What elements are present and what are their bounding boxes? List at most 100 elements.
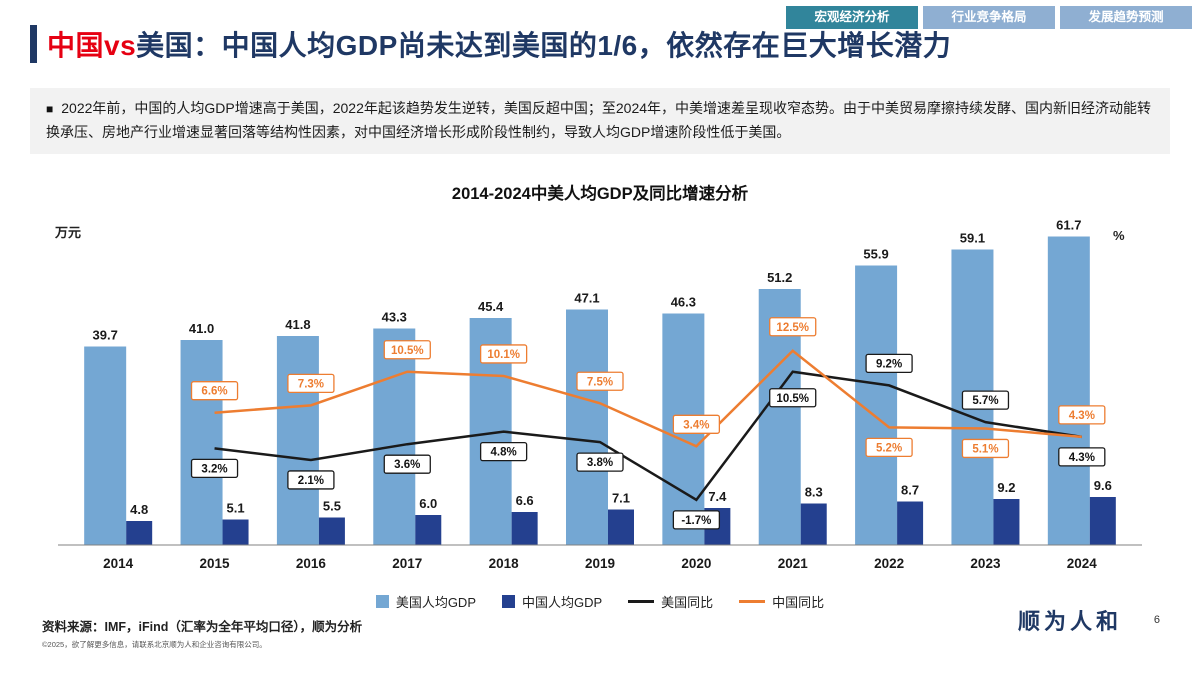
us-yoy-line — [214, 370, 1083, 502]
year-tick-label: 2022 — [874, 556, 904, 571]
us-yoy-label: -1.7% — [681, 515, 711, 527]
tab-macro-economy[interactable]: 宏观经济分析 — [786, 6, 918, 29]
page-title: 中国vs美国：中国人均GDP尚未达到美国的1/6，依然存在巨大增长潜力 — [47, 24, 951, 64]
china-yoy-label-box — [672, 414, 721, 434]
cn-bar-value-label: 8.3 — [805, 485, 823, 500]
china-yoy-label: 3.4% — [683, 419, 709, 431]
year-tick-label: 2019 — [585, 556, 615, 571]
copyright-note: ©2025，欲了解更多信息，请联系北京顺为人和企业咨询有限公司。 — [42, 640, 267, 649]
us-bar-value-label: 59.1 — [960, 231, 985, 246]
legend-line-0: 美国同比 — [628, 592, 713, 611]
china-yoy-label-box — [287, 373, 335, 394]
us-gdp-bar — [373, 328, 416, 545]
us-bar-value-label: 51.2 — [767, 270, 792, 285]
china-yoy-label: 12.5% — [776, 322, 809, 334]
legend-line-0-label: 美国同比 — [661, 595, 714, 610]
cn-bar-value-label: 6.0 — [419, 496, 437, 511]
us-yoy-label: 3.6% — [394, 459, 420, 471]
china-yoy-label: 6.6% — [201, 386, 227, 398]
source-note: 资料来源：IMF，iFind（汇率为全年平均口径），顺为分析 — [42, 620, 363, 634]
us-yoy-label: 2.1% — [298, 475, 324, 487]
us-yoy-label: 10.5% — [776, 393, 809, 405]
cn-gdp-bar — [1089, 497, 1116, 545]
china-yoy-label: 7.3% — [298, 378, 324, 390]
us-bar-value-label: 61.7 — [1056, 218, 1081, 233]
us-bar-value-label: 45.4 — [478, 299, 504, 314]
us-bar-value-label: 43.3 — [382, 310, 407, 325]
chart-title: 2014-2024中美人均GDP及同比增速分析 — [451, 185, 749, 203]
us-gdp-bar — [566, 309, 608, 545]
title-row: 中国vs美国：中国人均GDP尚未达到美国的1/6，依然存在巨大增长潜力 — [30, 24, 951, 64]
tab-industry-competition[interactable]: 行业竞争格局 — [923, 6, 1055, 29]
year-tick-label: 2023 — [970, 556, 1001, 571]
nav-tabs: 宏观经济分析 行业竞争格局 发展趋势预测 — [786, 6, 1192, 29]
china-yoy-label-box — [190, 381, 239, 401]
us-yoy-label-box — [190, 458, 239, 479]
us-gdp-bar — [276, 336, 319, 545]
year-tick-label: 2024 — [1067, 556, 1098, 571]
us-bar-value-label: 47.1 — [574, 291, 599, 306]
cn-bar-value-label: 7.4 — [708, 489, 727, 504]
legend-bar-1: 中国人均GDP — [501, 592, 602, 611]
china-yoy-line — [214, 349, 1082, 448]
china-yoy-label-box — [961, 438, 1010, 459]
year-tick-label: 2017 — [392, 556, 422, 571]
us-gdp-bar — [84, 346, 127, 545]
page-number: 6 — [1153, 614, 1160, 626]
us-yoy-label-box — [961, 390, 1010, 410]
us-yoy-label-box — [576, 452, 624, 472]
cn-bar-value-label: 5.5 — [323, 499, 341, 514]
china-yoy-label-box — [383, 340, 431, 360]
cn-bar-value-label: 6.6 — [516, 493, 534, 508]
legend-line-1-label: 中国同比 — [772, 595, 825, 610]
china-yoy-label-box — [576, 371, 624, 391]
year-tick-label: 2016 — [296, 556, 327, 571]
us-yoy-label-box — [287, 470, 335, 490]
us-bar-value-label: 46.3 — [671, 295, 696, 310]
cn-gdp-bar — [608, 509, 634, 545]
cn-gdp-bar — [800, 503, 827, 545]
cn-gdp-bar — [511, 512, 538, 545]
legend-bar-0-label: 美国人均GDP — [395, 595, 476, 610]
left-axis-unit-label: 万元 — [55, 225, 82, 240]
cn-bar-value-label: 4.8 — [130, 502, 148, 517]
summary-box: ■ 2022年前，中国的人均GDP增速高于美国，2022年起该趋势发生逆转，美国反… — [30, 88, 1170, 154]
cn-gdp-bar — [415, 515, 442, 545]
cn-bar-value-label: 9.6 — [1094, 478, 1112, 493]
page-title-rest: 美国：中国人均GDP尚未达到美国的1/6，依然存在巨大增长潜力 — [136, 30, 952, 61]
bullet-square-icon: ■ — [46, 102, 54, 116]
us-yoy-label-box — [1058, 447, 1106, 467]
us-yoy-label-box — [672, 510, 721, 530]
cn-gdp-bar — [993, 499, 1020, 545]
us-yoy-label: 9.2% — [876, 358, 902, 370]
us-yoy-label: 3.2% — [201, 463, 227, 475]
us-yoy-label: 4.3% — [1069, 452, 1095, 464]
cn-bar-value-label: 9.2 — [997, 480, 1015, 495]
legend-line-1-swatch — [739, 600, 766, 603]
us-gdp-bar — [1047, 236, 1090, 545]
us-yoy-label-box — [383, 454, 431, 474]
summary-text: 2022年前，中国的人均GDP增速高于美国，2022年起该趋势发生逆转，美国反超… — [46, 100, 1152, 140]
us-bar-value-label: 41.8 — [285, 317, 310, 332]
tab-trend-forecast[interactable]: 发展趋势预测 — [1060, 6, 1192, 29]
cn-gdp-bar — [126, 521, 153, 545]
legend-bar-0: 美国人均GDP — [375, 592, 476, 611]
us-yoy-label-box — [865, 353, 913, 374]
us-bar-value-label: 41.0 — [189, 321, 214, 336]
legend-bar-0-swatch — [375, 595, 389, 608]
cn-bar-value-label: 5.1 — [227, 501, 245, 516]
year-tick-label: 2020 — [681, 556, 711, 571]
us-yoy-label-box — [479, 441, 528, 462]
china-yoy-label: 10.5% — [391, 345, 424, 357]
china-yoy-label: 7.5% — [587, 376, 613, 388]
year-tick-label: 2021 — [778, 556, 809, 571]
cn-gdp-bar — [897, 501, 924, 545]
china-yoy-label-box — [769, 317, 817, 337]
china-yoy-label: 4.3% — [1069, 410, 1095, 422]
cn-bar-value-label: 8.7 — [901, 483, 919, 498]
year-tick-label: 2014 — [103, 556, 134, 571]
china-yoy-label-box — [865, 437, 913, 458]
china-yoy-label: 5.2% — [876, 442, 902, 454]
cn-bar-value-label: 7.1 — [612, 491, 630, 506]
chart-legend: 美国人均GDP 中国人均GDP 美国同比 中国同比 — [0, 592, 1200, 611]
